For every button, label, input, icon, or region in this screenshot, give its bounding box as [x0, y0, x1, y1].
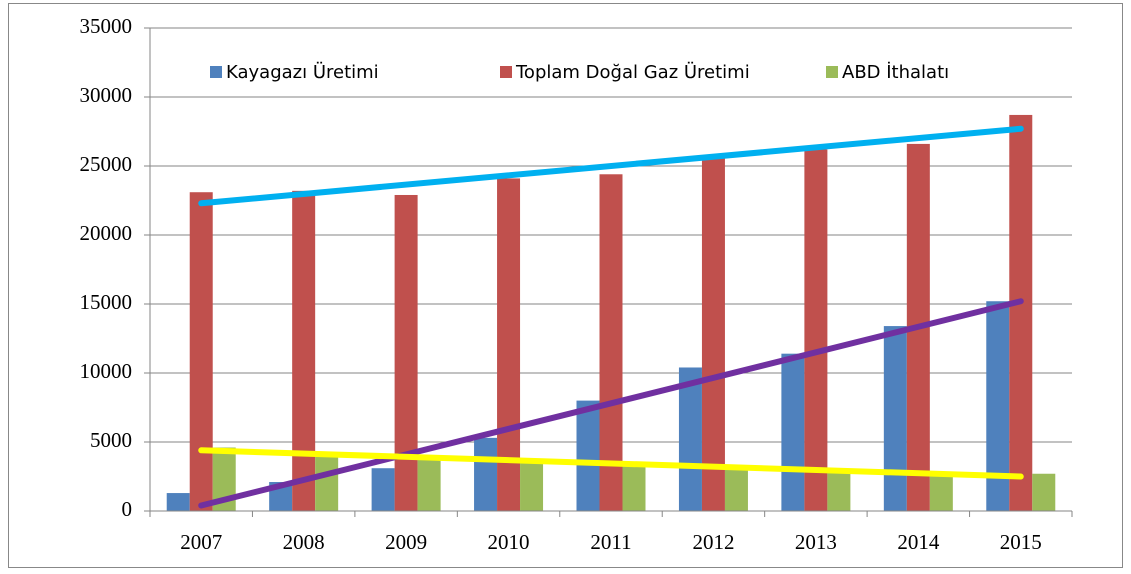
x-tick-label: 2012 — [692, 530, 734, 554]
legend-label: Kayagazı Üretimi — [226, 61, 379, 83]
legend-swatch — [210, 66, 222, 78]
x-tick-label: 2013 — [795, 530, 837, 554]
bar — [394, 194, 418, 512]
bar — [576, 400, 600, 511]
y-tick-label: 10000 — [80, 359, 133, 383]
x-tick-label: 2014 — [897, 530, 940, 554]
bar — [701, 157, 725, 511]
x-tick-label: 2015 — [1000, 530, 1042, 554]
bar — [520, 459, 544, 511]
bar — [781, 353, 805, 511]
bar — [827, 470, 851, 511]
bar — [189, 192, 213, 511]
bar — [166, 493, 190, 511]
trendline — [198, 447, 1024, 480]
chart-border — [8, 3, 1123, 568]
bar — [678, 367, 702, 511]
bar — [724, 466, 748, 511]
legend-swatch — [826, 66, 838, 78]
bar — [622, 464, 646, 511]
y-tick-label: 35000 — [80, 14, 133, 38]
bar — [212, 447, 236, 511]
y-tick-label: 20000 — [80, 221, 133, 245]
bar — [292, 190, 316, 511]
y-tick-label: 15000 — [80, 290, 133, 314]
x-tick-label: 2007 — [180, 530, 222, 554]
trendline — [198, 298, 1024, 509]
bar — [371, 468, 395, 511]
x-tick-label: 2011 — [590, 530, 631, 554]
bar — [986, 301, 1010, 511]
legend-swatch — [500, 66, 512, 78]
bar — [1009, 114, 1033, 511]
y-tick-label: 5000 — [90, 428, 132, 452]
bar — [315, 455, 339, 511]
y-tick-label: 0 — [122, 497, 133, 521]
trendline — [198, 125, 1024, 207]
x-tick-label: 2010 — [488, 530, 530, 554]
bar — [883, 326, 907, 511]
y-tick-label: 30000 — [80, 83, 133, 107]
bar — [474, 437, 498, 511]
legend-label: ABD İthalatı — [842, 62, 949, 83]
bar — [417, 458, 441, 511]
bar — [599, 174, 623, 511]
legend-label: Toplam Doğal Gaz Üretimi — [515, 61, 750, 83]
bar — [929, 473, 953, 511]
y-tick-label: 25000 — [80, 152, 133, 176]
bar — [804, 149, 828, 511]
x-tick-label: 2009 — [385, 530, 427, 554]
x-tick-label: 2008 — [283, 530, 325, 554]
bar — [1032, 473, 1056, 511]
